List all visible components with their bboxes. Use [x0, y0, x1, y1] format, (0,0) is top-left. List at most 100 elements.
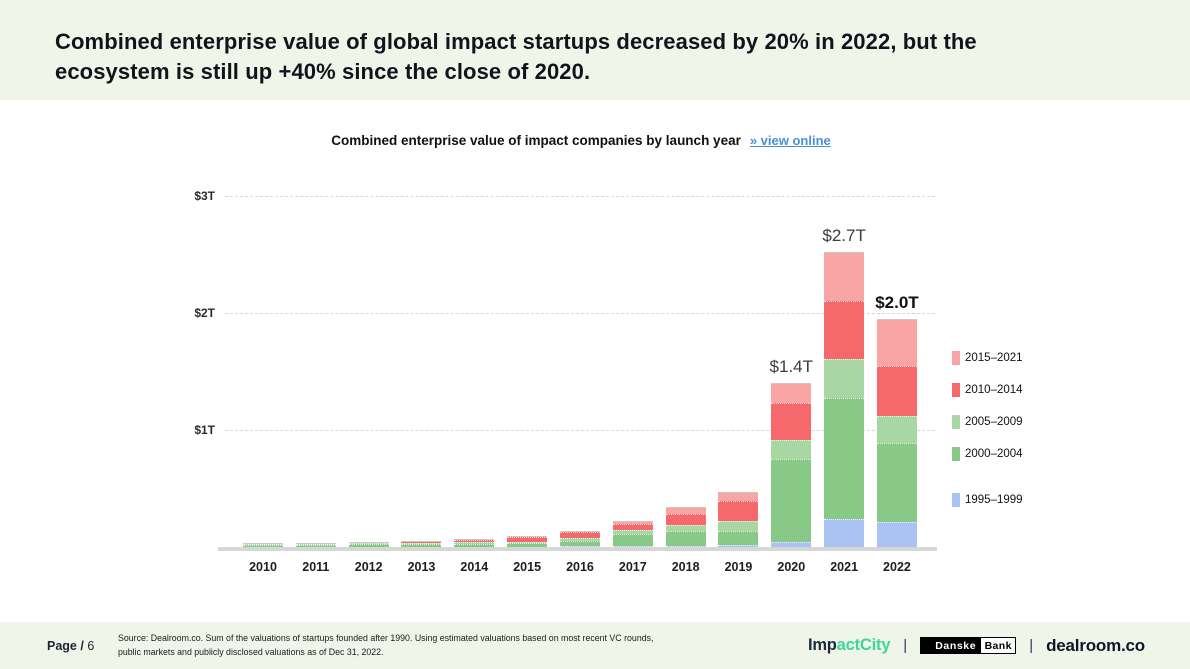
- bar-segment: [454, 538, 495, 540]
- legend-label: 1995–1999: [965, 493, 1023, 506]
- bar-segment: [665, 507, 706, 514]
- logo-divider: |: [1029, 637, 1034, 654]
- bar-segment: [454, 542, 495, 544]
- x-axis-label: 2022: [883, 560, 911, 574]
- bar-segment: [559, 540, 600, 546]
- danske-logo-dark-box: Danske: [920, 637, 981, 654]
- bar-segment: [876, 416, 917, 444]
- bar-segment: [824, 398, 865, 519]
- danske-logo-light-box: Bank: [980, 637, 1017, 654]
- bar-segment: [243, 544, 283, 547]
- bar-segment: [771, 541, 812, 547]
- legend-item: 2015–2021: [952, 350, 1023, 365]
- bar-segment: [876, 365, 917, 416]
- bar-segment: [454, 539, 495, 543]
- gridline: [225, 313, 935, 314]
- bar-segment: [824, 301, 865, 359]
- y-axis-tick-label: $3T: [194, 189, 215, 203]
- bar-2010: [243, 542, 283, 547]
- bar-segment: [718, 531, 759, 546]
- bar-2017: [612, 520, 653, 547]
- legend-swatch: [952, 350, 960, 365]
- legend-item: 1995–1999: [952, 492, 1023, 507]
- legend-swatch: [952, 382, 960, 397]
- x-axis-baseline: [218, 547, 937, 551]
- bar-segment: [718, 501, 759, 521]
- x-axis-label: 2018: [671, 560, 700, 574]
- x-axis-label: 2017: [618, 560, 647, 574]
- bar-segment: [401, 541, 442, 544]
- x-axis-label: 2012: [354, 560, 383, 574]
- x-axis-label: 2014: [460, 560, 489, 574]
- bar-segment: [612, 523, 653, 531]
- x-axis-label: 2011: [302, 560, 330, 574]
- bar-2016: [559, 530, 600, 547]
- plot-area: $1T $2T $3T 2010 2011 2012 2013 2014 2015 2016 201…: [194, 189, 937, 574]
- bar-segment: [665, 531, 706, 546]
- footer-logos: ImpactCity | Danske Bank | dealroom.co: [808, 622, 1145, 669]
- bar-segment: [295, 543, 336, 545]
- bar-segment: [559, 531, 600, 539]
- footer-band: Page / 6 Source: Dealroom.co. Sum of the…: [0, 622, 1190, 669]
- y-axis-tick-label: $2T: [194, 306, 215, 320]
- page-label-text: Page /: [47, 639, 84, 653]
- bar-2012: [348, 542, 389, 547]
- bar-segment: [612, 534, 653, 546]
- bar-segment: [771, 382, 812, 403]
- view-online-link[interactable]: » view online: [749, 133, 831, 148]
- bar-segment: [348, 543, 389, 545]
- x-axis-label: 2020: [777, 560, 806, 574]
- danske-bank-logo: Danske Bank: [920, 637, 1017, 654]
- x-axis-label: 2013: [407, 560, 436, 574]
- y-axis-tick-label: $1T: [194, 423, 215, 437]
- bar-segment: [559, 546, 600, 547]
- legend-label: 2010–2014: [965, 383, 1023, 396]
- bar-segment: [348, 544, 389, 547]
- bar-segment: [612, 545, 653, 547]
- gridline: [225, 196, 935, 197]
- bar-segment: [243, 543, 283, 545]
- impactcity-logo-green: actCity: [836, 636, 891, 654]
- chart-legend: 2015–2021 2010–2014 2005–2009 2000–2004 1995…: [952, 350, 1023, 524]
- bar-segment: [718, 492, 759, 502]
- bar-segment: [771, 458, 812, 542]
- bar-segment: [507, 541, 548, 544]
- bar-segment: [559, 538, 600, 541]
- x-axis-label: 2010: [249, 560, 277, 574]
- bar-value-label: $2.0T: [875, 292, 919, 312]
- bar-segment: [665, 545, 706, 547]
- bar-segment: [771, 439, 812, 459]
- bar-segment: [771, 402, 812, 440]
- bar-2020: [771, 382, 812, 547]
- bar-segment: [718, 520, 759, 532]
- x-axis-label: 2016: [566, 560, 594, 574]
- bar-segment: [507, 543, 548, 547]
- page-title: Combined enterprise value of global impa…: [55, 29, 977, 85]
- legend-swatch: [952, 446, 960, 461]
- bar-value-label: $2.7T: [822, 226, 866, 246]
- bar-segment: [612, 530, 653, 535]
- bar-2021: [824, 252, 865, 547]
- bar-segment: [243, 542, 283, 544]
- bar-value-label: $1.4T: [769, 356, 814, 376]
- bar-segment: [876, 521, 917, 547]
- page-number-label: Page / 6: [47, 639, 94, 653]
- impactcity-logo: ImpactCity: [808, 636, 891, 655]
- legend-item: 2000–2004: [952, 446, 1023, 461]
- bar-2018: [665, 507, 706, 547]
- bar-segment: [824, 358, 865, 399]
- x-axis-label: 2021: [830, 560, 859, 574]
- x-axis-label: 2019: [724, 560, 753, 574]
- bar-segment: [665, 525, 706, 532]
- legend-label: 2000–2004: [965, 447, 1023, 460]
- bar-segment: [824, 518, 865, 547]
- bar-segment: [507, 535, 548, 537]
- bar-segment: [507, 536, 548, 542]
- bar-segment: [401, 544, 442, 547]
- legend-label: 2015–2021: [965, 351, 1023, 364]
- bar-segment: [718, 545, 759, 547]
- bar-segment: [348, 542, 389, 544]
- bar-segment: [401, 543, 442, 545]
- dealroom-logo: dealroom.co: [1046, 635, 1145, 655]
